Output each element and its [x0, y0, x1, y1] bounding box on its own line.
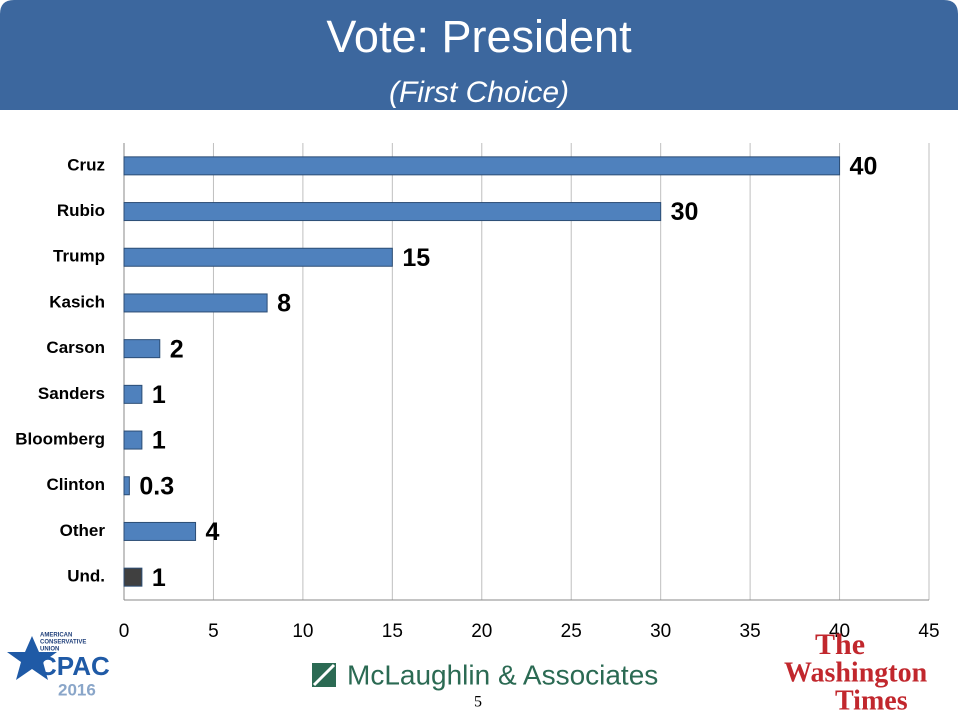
value-label: 8 — [277, 290, 291, 318]
logo-text: AMERICAN — [40, 633, 72, 639]
logo-text: UNION — [40, 647, 59, 653]
value-label: 1 — [152, 381, 166, 409]
chart-subtitle: (First Choice) — [389, 76, 569, 109]
bar — [123, 293, 268, 313]
value-label: 4 — [206, 518, 220, 546]
bar — [123, 247, 393, 267]
y-tick-label: Cruz — [67, 155, 105, 174]
x-tick-label: 0 — [119, 621, 130, 642]
logo-text: The — [815, 628, 865, 661]
logo-text: CPAC — [38, 651, 110, 681]
y-tick-label: Kasich — [49, 292, 105, 311]
y-tick-label: Other — [60, 521, 106, 540]
bar — [123, 202, 662, 222]
x-tick-label: 5 — [208, 621, 219, 642]
x-tick-label: 20 — [471, 621, 492, 642]
x-tick-label: 25 — [561, 621, 582, 642]
value-label: 2 — [170, 335, 184, 363]
x-tick-label: 35 — [740, 621, 761, 642]
value-label: 0.3 — [139, 472, 174, 500]
y-tick-label: Sanders — [38, 384, 105, 403]
value-label: 15 — [402, 244, 430, 272]
bar — [123, 156, 841, 176]
bar — [123, 339, 161, 359]
x-tick-label: 10 — [292, 621, 313, 642]
logo-text: 2016 — [58, 680, 96, 699]
y-tick-label: Trump — [53, 247, 105, 266]
header-band — [0, 0, 958, 110]
chart-title: Vote: President — [326, 11, 632, 62]
bar — [123, 521, 197, 541]
bar — [123, 476, 130, 496]
page-number: 5 — [474, 694, 482, 711]
logo-text: CONSERVATIVE — [40, 640, 86, 646]
plot: 0 5 10 15 20 25 30 35 40 45 Cruz 40 Rubio 30 Trump 15 Ka… — [15, 143, 940, 642]
y-tick-label: Rubio — [57, 201, 105, 220]
bar — [123, 430, 143, 450]
y-tick-label: Bloomberg — [15, 430, 105, 449]
cpac-star — [7, 636, 57, 680]
value-label: 30 — [671, 198, 699, 226]
mclaughlin-icon — [312, 663, 336, 687]
value-label: 1 — [152, 427, 166, 455]
logo-text: McLaughlin & Associates — [347, 659, 658, 690]
x-tick-label: 15 — [382, 621, 403, 642]
bar — [123, 567, 143, 587]
x-tick-label: 30 — [650, 621, 671, 642]
logo-text: Times — [835, 685, 908, 716]
bar — [123, 384, 143, 404]
y-tick-label: Carson — [46, 338, 105, 357]
y-tick-label: Und. — [67, 567, 105, 586]
value-label: 40 — [850, 152, 878, 180]
y-tick-label: Clinton — [46, 475, 105, 494]
x-tick-label: 40 — [829, 621, 850, 642]
logo-text: Washington — [784, 657, 928, 688]
value-label: 1 — [152, 564, 166, 592]
x-tick-label: 45 — [918, 621, 939, 642]
